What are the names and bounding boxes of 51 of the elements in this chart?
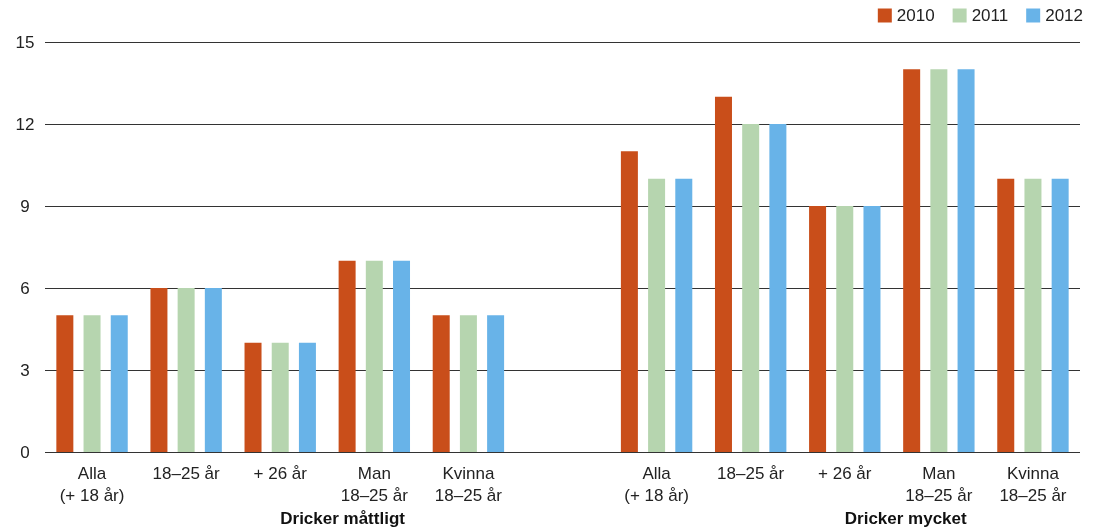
x-tick-label: Man 18–25 år [340,463,409,505]
bar [769,124,787,452]
bar [903,69,921,452]
bar [620,151,638,452]
bar [244,342,262,452]
x-tick-label: Kvinna 18–25 år [999,463,1067,505]
legend-label: 2012 [1045,6,1084,25]
bar [930,69,948,452]
x-tick-label: + 26 år [818,463,872,483]
bar [714,96,732,452]
bar [487,315,505,452]
x-tick-label: + 26 år [253,463,308,483]
y-tick-label: 12 [15,114,35,134]
legend-label: 2011 [971,6,1009,25]
bar [271,342,289,452]
bar [809,206,827,452]
x-tick-label: 18–25 år [152,463,221,483]
y-tick-label: 6 [20,278,30,298]
y-tick-label: 0 [20,442,30,462]
x-tick-label: Alla (+ 18 år) [624,463,689,505]
y-tick-label: 9 [20,196,30,216]
x-tick-label: Man 18–25 år [905,463,973,505]
text: Dricker måttligt [280,509,406,528]
legend-label: 2010 [896,6,935,25]
bar [675,178,693,452]
bar [56,315,74,452]
bar [863,206,881,452]
bar [432,315,450,452]
bar [150,288,168,452]
x-tick-label: Kvinna 18–25 år [434,463,503,505]
bar [110,315,128,452]
y-tick-label: 15 [15,32,35,52]
bar [648,178,666,452]
x-tick-label: Alla (+ 18 år) [59,463,125,505]
bar [957,69,975,452]
bar [338,260,356,452]
text: Dricker mycket [844,509,968,528]
bar [742,124,760,452]
bar [298,342,316,452]
bar [83,315,101,452]
bar [997,178,1015,452]
bar [1051,178,1069,452]
bar [1024,178,1042,452]
x-tick-label: 18–25 år [717,463,785,483]
bar [177,288,195,452]
bar [393,260,411,452]
bar [459,315,477,452]
bar [204,288,222,452]
y-tick-label: 3 [20,360,30,380]
bar [365,260,383,452]
bar [836,206,854,452]
